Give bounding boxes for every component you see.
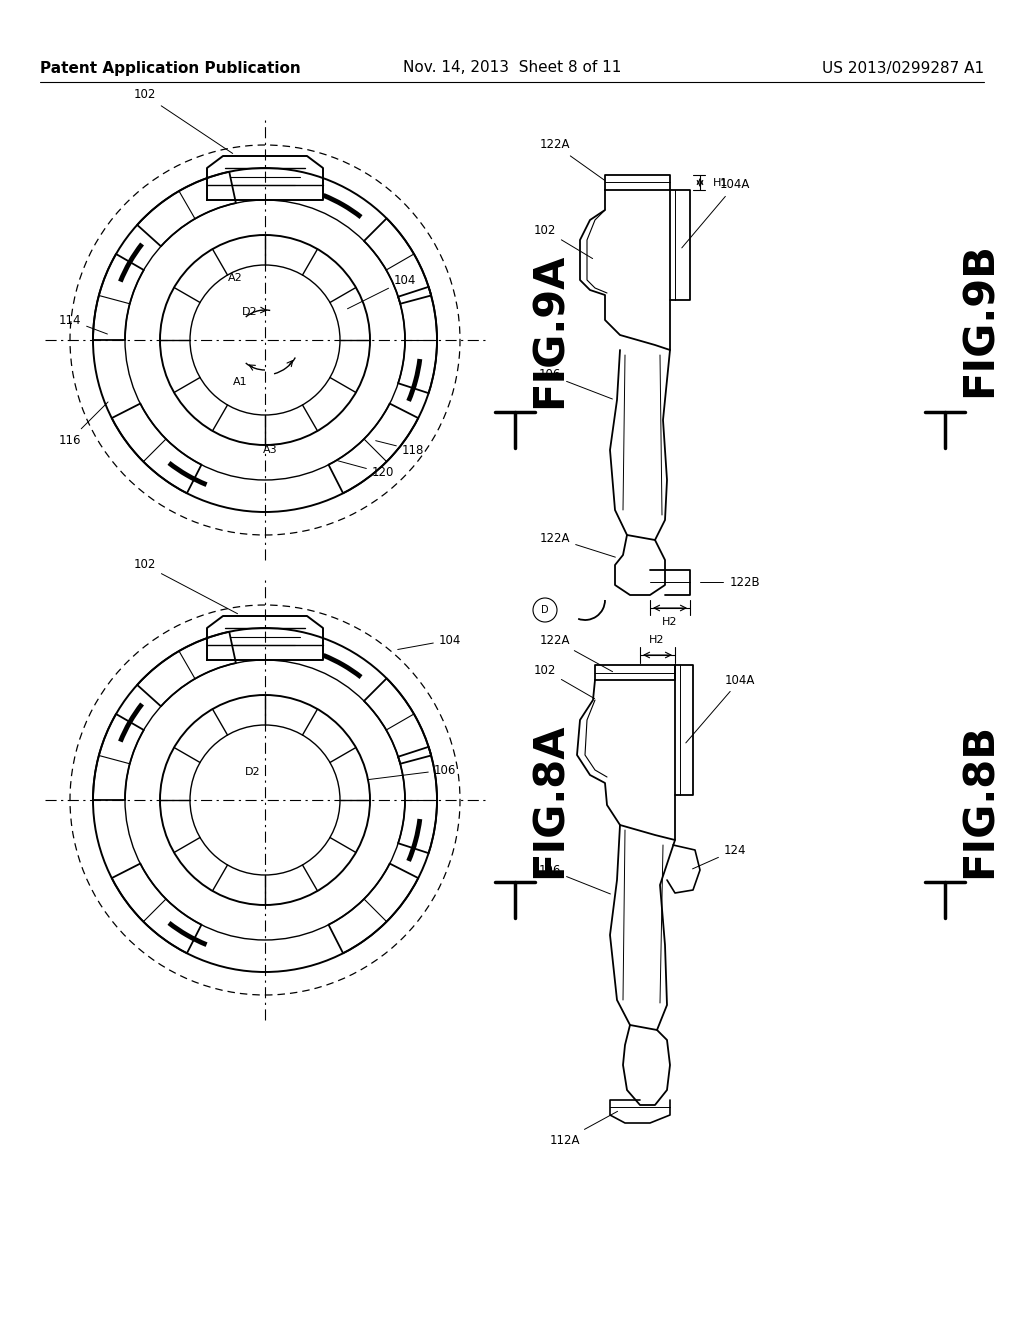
Text: 114: 114: [58, 314, 108, 334]
Text: H1: H1: [713, 178, 728, 187]
Text: 122B: 122B: [730, 576, 761, 589]
Text: FIG.9A: FIG.9A: [529, 252, 571, 408]
Text: D2: D2: [245, 767, 261, 777]
Text: FIG.9B: FIG.9B: [959, 243, 1001, 397]
Text: A2: A2: [227, 273, 243, 282]
Text: D: D: [542, 605, 549, 615]
Text: 116: 116: [58, 403, 109, 446]
Text: 102: 102: [134, 88, 232, 153]
Text: 106: 106: [539, 368, 612, 399]
Text: 106: 106: [539, 863, 610, 894]
Text: H2: H2: [649, 635, 665, 645]
Text: Patent Application Publication: Patent Application Publication: [40, 61, 301, 75]
Text: 104: 104: [397, 634, 461, 649]
Text: A3: A3: [263, 445, 278, 455]
Text: 106: 106: [368, 763, 456, 780]
Text: 102: 102: [134, 558, 238, 614]
Text: 104: 104: [347, 273, 416, 309]
Text: 104A: 104A: [682, 178, 751, 248]
Text: Nov. 14, 2013  Sheet 8 of 11: Nov. 14, 2013 Sheet 8 of 11: [402, 61, 622, 75]
Text: 102: 102: [534, 664, 595, 698]
Text: FIG.8B: FIG.8B: [959, 722, 1001, 878]
Text: 124: 124: [692, 843, 746, 869]
Text: A1: A1: [232, 378, 248, 387]
Text: 122A: 122A: [540, 139, 605, 181]
Text: 122A: 122A: [540, 634, 612, 672]
Circle shape: [534, 598, 557, 622]
Text: US 2013/0299287 A1: US 2013/0299287 A1: [822, 61, 984, 75]
Text: H2: H2: [663, 616, 678, 627]
Text: 120: 120: [338, 461, 394, 479]
Text: FIG.8A: FIG.8A: [529, 722, 571, 878]
Text: 122A: 122A: [540, 532, 615, 557]
Text: 104A: 104A: [686, 673, 755, 743]
Text: 112A: 112A: [550, 1111, 617, 1147]
Text: 118: 118: [376, 441, 424, 457]
Text: 102: 102: [534, 223, 593, 259]
Text: D2: D2: [243, 308, 258, 317]
